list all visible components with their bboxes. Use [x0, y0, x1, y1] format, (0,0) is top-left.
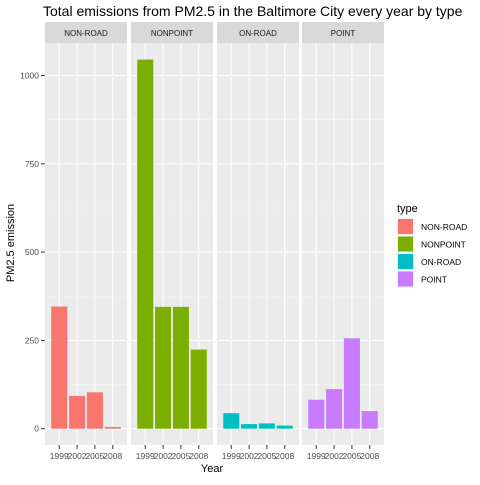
- x-tick-label: 2005: [171, 451, 190, 461]
- y-tick-label: 500: [25, 247, 39, 257]
- x-tick-label: 2002: [240, 451, 259, 461]
- bar: [241, 424, 257, 429]
- x-axis-label: Year: [201, 463, 224, 475]
- x-tick-label: 2008: [275, 451, 294, 461]
- bar: [223, 413, 239, 429]
- bar: [259, 423, 275, 428]
- x-tick-label: 1999: [136, 451, 155, 461]
- facets-layer: 02505007501000NON-ROAD1999200220052008NO…: [20, 22, 384, 461]
- legend-swatch: [398, 254, 413, 269]
- bar: [87, 392, 103, 428]
- facet-strip-label: NON-ROAD: [64, 29, 108, 38]
- legend-label: POINT: [421, 275, 447, 285]
- x-tick-label: 2002: [154, 451, 173, 461]
- x-tick-label: 1999: [222, 451, 241, 461]
- legend-label: ON-ROAD: [421, 257, 461, 267]
- x-tick-label: 2008: [103, 451, 122, 461]
- bar: [362, 411, 378, 429]
- bar: [308, 400, 324, 429]
- x-tick-label: 2002: [325, 451, 344, 461]
- x-tick-label: 2005: [85, 451, 104, 461]
- x-tick-label: 1999: [307, 451, 326, 461]
- x-tick-label: 2002: [68, 451, 87, 461]
- legend-swatch: [398, 237, 413, 252]
- y-tick-label: 250: [25, 335, 39, 345]
- chart-title: Total emissions from PM2.5 in the Baltim…: [43, 3, 463, 19]
- facet-strip-label: POINT: [331, 29, 356, 38]
- bar: [344, 338, 360, 428]
- y-tick-label: 1000: [20, 71, 39, 81]
- bar: [191, 350, 207, 429]
- facet-strip-label: ON-ROAD: [239, 29, 277, 38]
- bar: [51, 306, 67, 428]
- bar: [326, 389, 342, 429]
- bar: [277, 426, 293, 429]
- bar: [69, 396, 85, 429]
- facet-strip-label: NONPOINT: [151, 29, 193, 38]
- y-axis-label: PM2.5 emission: [5, 204, 17, 282]
- bar: [173, 307, 189, 429]
- bar: [137, 60, 153, 429]
- legend-title: type: [397, 203, 418, 215]
- x-tick-label: 2005: [257, 451, 276, 461]
- y-tick-label: 750: [25, 159, 39, 169]
- legend-label: NON-ROAD: [421, 222, 467, 232]
- x-tick-label: 1999: [50, 451, 69, 461]
- y-tick-label: 0: [34, 424, 39, 434]
- legend-layer: NON-ROAD NONPOINT ON-ROAD POINT: [397, 218, 467, 288]
- bar: [155, 307, 171, 429]
- bar: [105, 427, 121, 429]
- x-tick-label: 2005: [342, 451, 361, 461]
- legend-swatch: [398, 272, 413, 287]
- x-tick-label: 2008: [189, 451, 208, 461]
- legend-label: NONPOINT: [421, 240, 466, 250]
- x-tick-label: 2008: [360, 451, 379, 461]
- legend-swatch: [398, 219, 413, 234]
